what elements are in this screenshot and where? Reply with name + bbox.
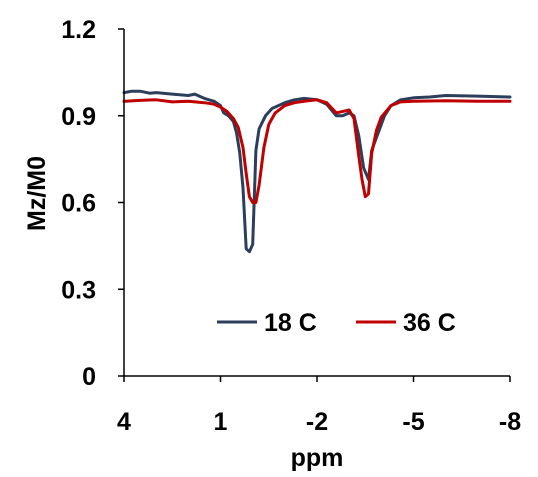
y-tick-label: 1.2 — [61, 16, 96, 44]
y-tick-label: 0.6 — [61, 190, 96, 218]
x-axis-ticks: 4 1 -2 -5 -8 — [117, 376, 521, 436]
legend: 18 C 36 C — [217, 309, 456, 337]
series-line-18c — [122, 89, 512, 254]
x-axis-title: ppm — [291, 444, 344, 472]
legend-label: 36 C — [403, 309, 456, 337]
y-axis-title: Mz/M0 — [23, 156, 51, 231]
series-layer — [122, 89, 512, 254]
y-tick-label: 0.3 — [61, 276, 96, 304]
y-axis-ticks: 0 0.3 0.6 0.9 1.2 — [61, 16, 124, 391]
x-tick-label: 4 — [117, 408, 131, 436]
x-tick-label: -2 — [306, 408, 328, 436]
x-tick-label: -8 — [499, 408, 521, 436]
y-tick-label: 0.9 — [61, 103, 96, 131]
x-tick-label: -5 — [402, 408, 424, 436]
legend-label: 18 C — [264, 309, 317, 337]
x-tick-label: 1 — [214, 408, 228, 436]
series-line-36c — [122, 98, 512, 204]
y-tick-label: 0 — [82, 363, 96, 391]
